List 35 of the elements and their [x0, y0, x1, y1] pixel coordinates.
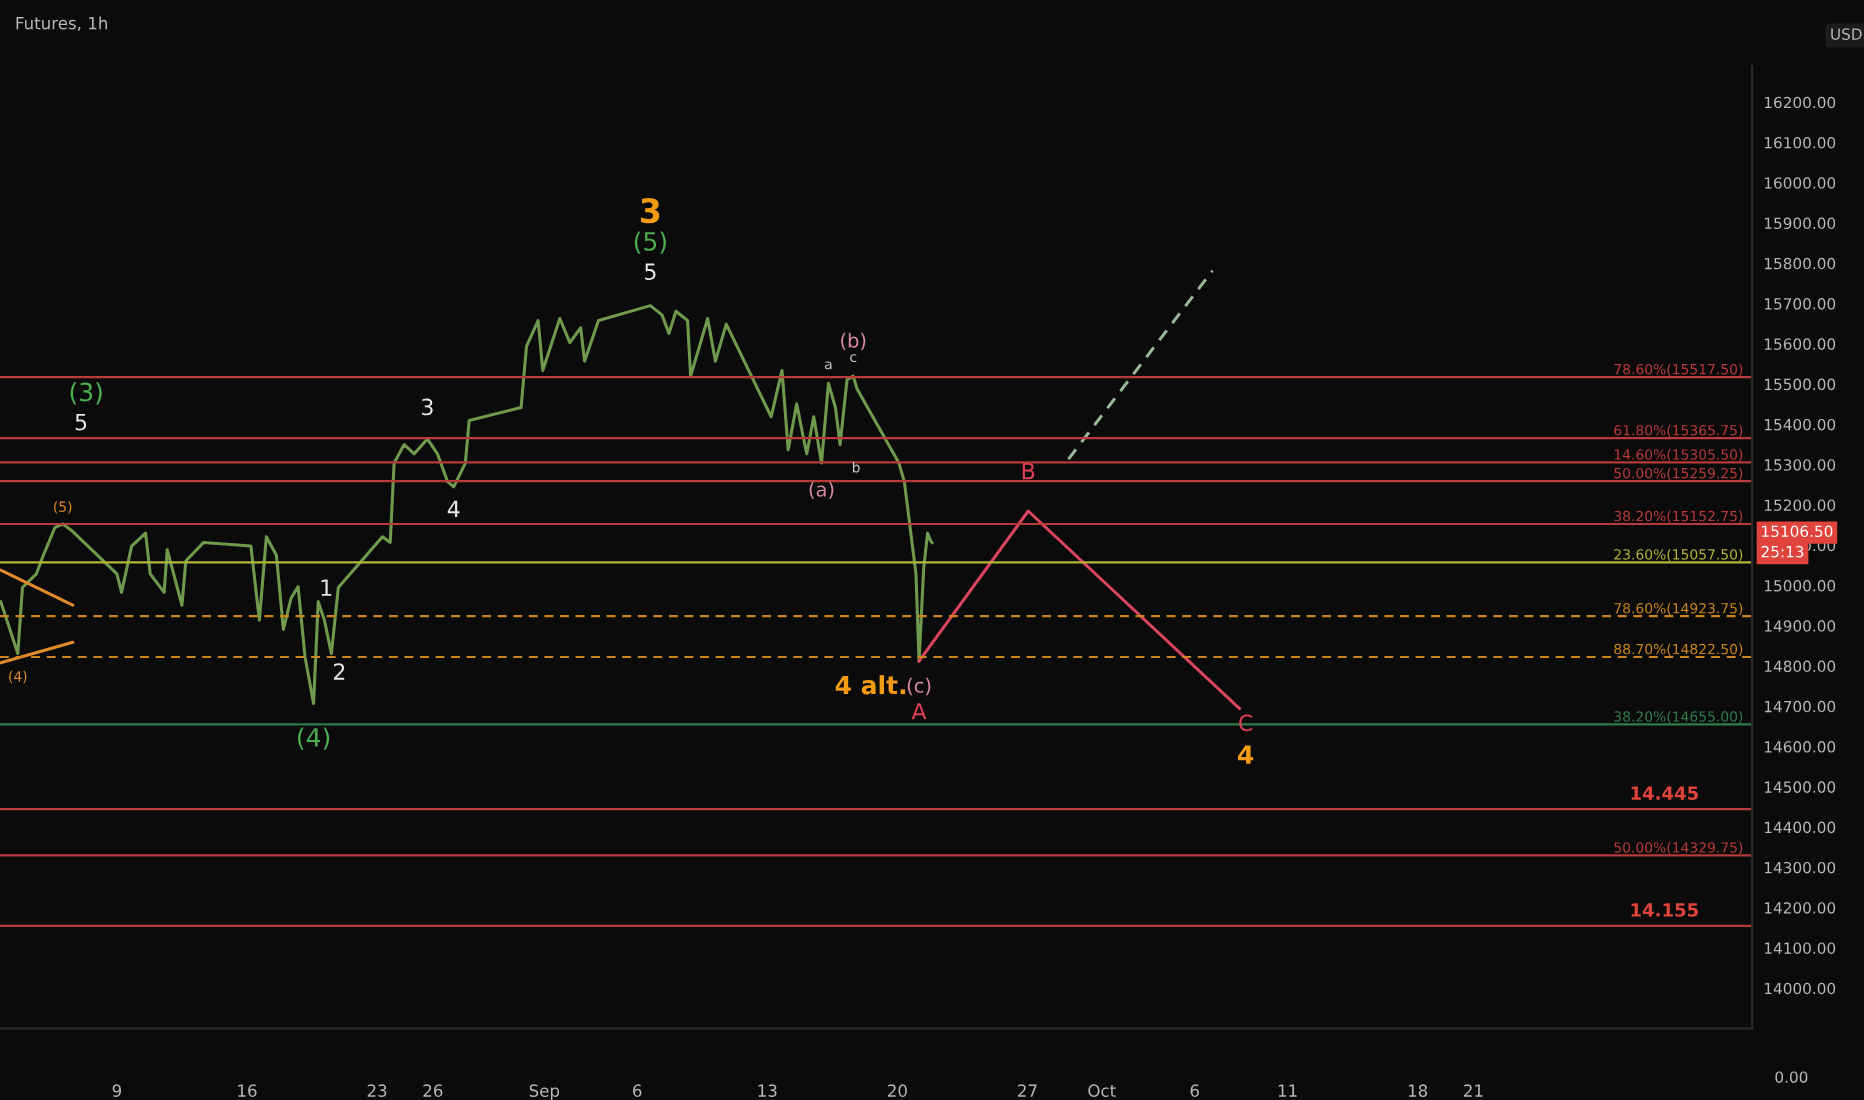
annotation: 5: [75, 413, 87, 431]
chart-title: Futures, 1h: [16, 16, 108, 32]
x-tick-label: 18: [1408, 1084, 1428, 1097]
x-tick-label: 20: [887, 1084, 907, 1097]
x-tick-label: 6: [633, 1084, 642, 1097]
annotation: (4): [298, 727, 330, 750]
x-tick-label: 26: [423, 1084, 443, 1097]
annotation: 2: [333, 663, 345, 680]
annotation: B: [1022, 462, 1035, 480]
x-tick-label: Sep: [529, 1084, 560, 1100]
x-tick-label: 11: [1278, 1084, 1297, 1097]
annotation: (3): [70, 382, 102, 405]
x-tick-label: 21: [1464, 1084, 1483, 1097]
annotation: 4 alt.: [835, 675, 905, 695]
x-tick-label: 27: [1018, 1084, 1037, 1097]
annotation: 1: [321, 579, 332, 596]
annotation: 4: [1238, 745, 1254, 764]
annotation: 14.155: [1631, 903, 1698, 917]
annotation: (c): [907, 677, 931, 696]
annotation: (5): [634, 231, 666, 254]
annotation: (b): [841, 332, 866, 351]
x-tick-label: 16: [238, 1084, 257, 1097]
annotation: 3: [422, 398, 433, 416]
x-tick-label: 13: [758, 1084, 777, 1097]
x-tick-label: 6: [1190, 1084, 1199, 1097]
x-tick-label: Oct: [1088, 1084, 1116, 1097]
x-tick-label: 9: [112, 1084, 122, 1097]
annotation: 14.445: [1631, 786, 1698, 800]
annotation: 3: [641, 198, 660, 224]
x-tick-label: 23: [367, 1084, 387, 1097]
annotation: 4: [447, 500, 460, 517]
annotation: A: [911, 703, 927, 720]
annotation: 5: [645, 263, 656, 281]
annotation: C: [1239, 714, 1253, 732]
annotation: (a): [809, 481, 834, 500]
